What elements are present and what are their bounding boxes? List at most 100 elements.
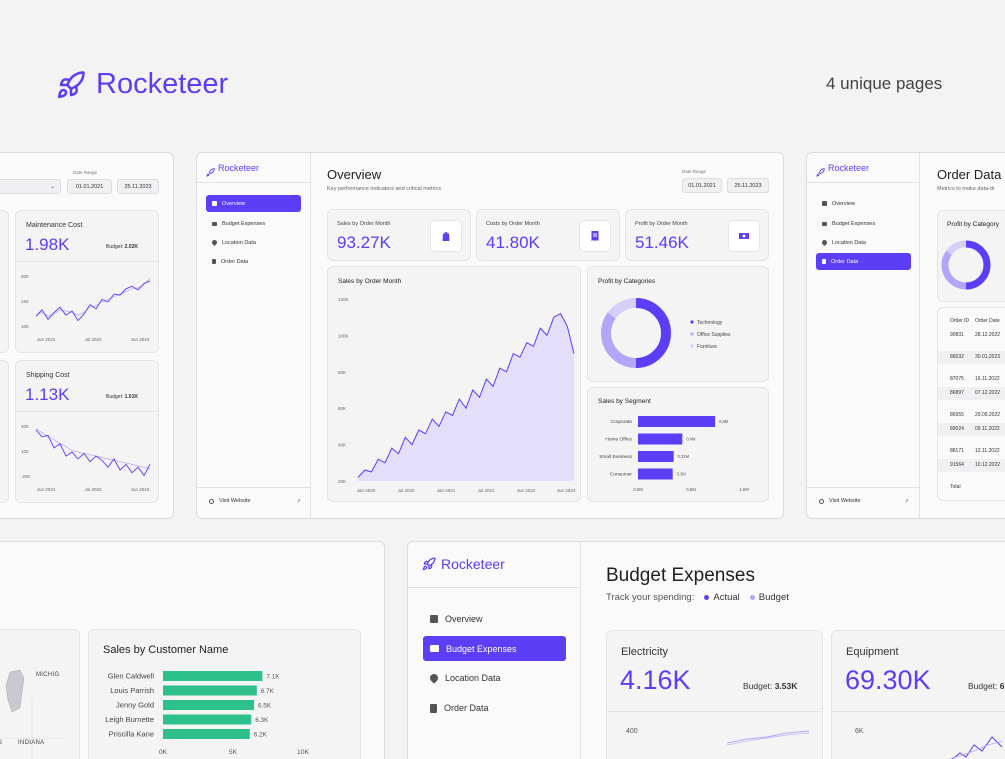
order-id-cell: 87075 (950, 376, 964, 382)
external-link-icon: ↗ (295, 498, 301, 505)
chart-title: Sales by Customer Name (103, 644, 229, 656)
sidebar-item-budget[interactable]: Budget Expenses (423, 636, 566, 661)
rocket-icon (816, 164, 825, 177)
page-subtitle: Metrics to make data-dr (937, 186, 995, 192)
grid-icon (822, 201, 827, 206)
category-label: Priscilla Kane (109, 730, 154, 739)
kpi-card-profit: Profit by Order Month 51.46K (625, 209, 769, 261)
page-title: Budget Expenses (606, 565, 755, 586)
table-row[interactable]: 88171 12.11.2022 (938, 445, 1005, 458)
x-tick-label: 0.0M (633, 487, 643, 492)
profit-donut-chart-small (941, 240, 991, 290)
sidebar-item-budget[interactable]: Budget Expenses (816, 215, 911, 232)
bar-value-label: 6.5K (258, 703, 272, 710)
sidebar: Rocketeer Overview Budget Expenses Locat… (807, 153, 920, 518)
sales-by-segment-card: Sales by Segment Corporate 0,8M Home Offic… (587, 387, 769, 502)
table-row[interactable]: 91564 10.12.2022 (938, 459, 1005, 472)
table-row[interactable]: 90831 28.12.2022 (938, 329, 1005, 342)
state-boundary (0, 700, 62, 759)
bar-value-label: 0,4M (686, 437, 696, 442)
order-id-cell: 86032 (950, 354, 964, 360)
table-row[interactable]: 86955 29.09.2022 (938, 409, 1005, 422)
x-tick-label: Jun 2023 (557, 488, 576, 493)
date-to-input[interactable]: 25.11.2023 (117, 179, 159, 194)
table-total-label: Total (950, 484, 961, 490)
kpi-value: 69.30K (845, 665, 931, 695)
kpi-value: 41.80K (486, 233, 540, 252)
sidebar-item-overview[interactable]: Overview (816, 195, 911, 212)
segment-bar-chart: Corporate 0,8M Home Office 0,4M Small Busine… (599, 416, 749, 492)
actual-series-line (35, 429, 151, 477)
kpi-value: 4.16K (620, 665, 691, 695)
category-select[interactable]: ⌄ (0, 179, 61, 194)
sidebar-item-label: Order Data (831, 258, 859, 265)
map-pin-icon (428, 672, 440, 684)
equipment-line-chart (949, 736, 1003, 759)
bar-value-label: 0,32M (678, 454, 690, 459)
card-title: Equipment (846, 646, 899, 658)
y-tick-label: 60K (338, 406, 346, 411)
sidebar-item-location[interactable]: Location Data (816, 234, 911, 251)
budget-label: Budget: (106, 244, 124, 250)
sidebar-item-location[interactable]: Location Data (423, 666, 566, 690)
page-subtitle: Track your spending: Actual Budget (606, 592, 789, 603)
bar-value-label: 6.7K (261, 688, 275, 695)
date-from-input[interactable]: 01.01.2021 (67, 179, 112, 194)
rocket-icon (56, 70, 86, 100)
order-id-cell: 89024 (950, 426, 964, 432)
category-label: Small Business (599, 454, 632, 460)
actual-series-line (726, 732, 810, 746)
legend-budget: Budget (758, 592, 789, 603)
map-label-partial: S (0, 740, 2, 746)
y-tick-label: 400 (21, 424, 29, 429)
legend-dot-budget (749, 595, 755, 600)
date-from-input[interactable]: 01.01.2021 (682, 178, 722, 193)
sidebar-item-overview[interactable]: Overview (206, 195, 301, 212)
sidebar-item-order[interactable]: Order Data (206, 253, 301, 270)
x-tick-label: Jul 2022 (84, 337, 102, 342)
sidebar-item-location[interactable]: Location Data (206, 234, 301, 251)
sidebar-item-order[interactable]: Order Data (423, 696, 566, 720)
sales-by-customer-card: Sales by Customer Name Glen Caldwell 7.1K… (88, 629, 361, 759)
kpi-value: 51.46K (635, 233, 689, 252)
sidebar-item-overview[interactable]: Overview (423, 607, 566, 631)
tagline: 4 unique pages (826, 74, 943, 93)
date-to-input[interactable]: 25.11.2023 (727, 178, 769, 193)
budget-label: Budget: (743, 681, 773, 691)
rocket-icon (206, 164, 215, 177)
order-id-cell: 88171 (950, 448, 964, 454)
category-label: Jenny Gold (116, 701, 154, 710)
x-tick-label: Jul 2022 (84, 487, 102, 492)
budget-series-line (726, 730, 810, 744)
category-label: Glen Caldwell (108, 672, 155, 681)
clipboard-icon (430, 703, 437, 713)
donut-slice (635, 298, 671, 368)
x-tick-label: Jun 2022 (517, 488, 536, 493)
visit-website-link[interactable]: Visit Website ↗ (209, 496, 301, 506)
order-date-cell: 12.11.2022 (975, 448, 1000, 454)
legend-dot (690, 320, 694, 324)
map-pin-icon (820, 238, 829, 247)
sidebar-brand: Rocketeer (816, 163, 869, 177)
legend-dot (690, 344, 694, 348)
sidebar-item-order[interactable]: Order Data (816, 253, 911, 270)
sidebar-item-label: Location Data (832, 239, 866, 246)
table-row[interactable]: 86032 30.01.2023 (938, 351, 1005, 364)
card-title: Electricity (621, 646, 669, 658)
table-row[interactable]: 89024 09.11.2022 (938, 423, 1005, 436)
bar (638, 433, 683, 445)
bar (638, 451, 674, 462)
order-date-cell: 29.09.2022 (975, 412, 1001, 418)
visit-website-link[interactable]: Visit Website ↗ (819, 496, 909, 506)
sidebar-item-label: Location Data (222, 239, 256, 246)
card-title: Maintenance Cost (26, 222, 83, 229)
sidebar-item-label: Budget Expenses (446, 643, 517, 654)
kpi-value: 1.98K (25, 235, 70, 254)
table-row[interactable]: 86897 07.12.2022 (938, 387, 1005, 400)
x-tick-label: Jan 2020 (357, 488, 376, 493)
electricity-line-chart (726, 730, 810, 746)
table-row[interactable]: 87075 16.11.2022 (938, 373, 1005, 386)
y-tick-label: -200 (21, 474, 31, 479)
sidebar-item-budget[interactable]: Budget Expenses (206, 215, 301, 232)
kpi-value: 1.13K (25, 385, 70, 404)
